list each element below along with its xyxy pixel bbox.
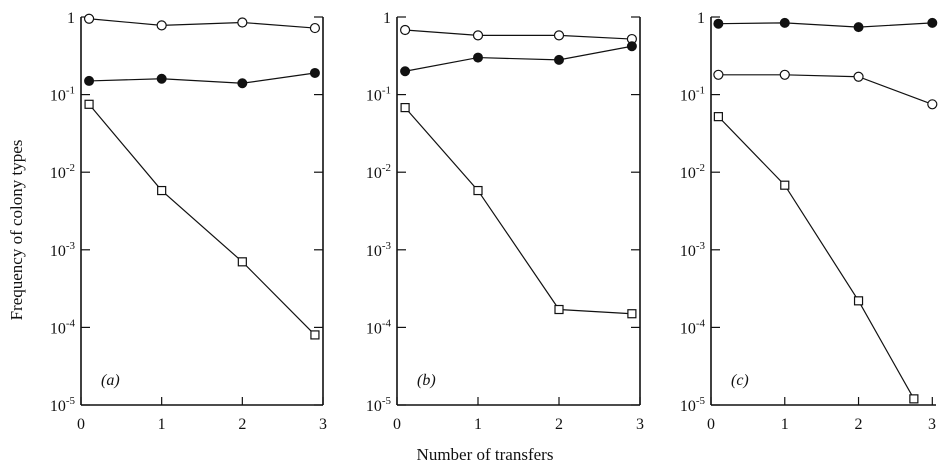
x-tick-label: 2: [238, 416, 246, 433]
data-point: [713, 112, 723, 122]
y-tick-label: 10-4: [680, 317, 706, 337]
series-line: [88, 103, 316, 336]
data-point: [473, 185, 483, 196]
y-tick-label: 10-5: [680, 395, 706, 415]
data-point: [156, 20, 167, 31]
data-point: [84, 99, 94, 109]
data-point: [473, 52, 483, 63]
y-tick-label: 10-1: [366, 85, 391, 105]
data-point: [713, 69, 724, 80]
y-tick-label: 1: [67, 10, 75, 27]
data-point: [400, 66, 411, 77]
series-line: [404, 107, 632, 315]
data-point: [237, 257, 247, 267]
data-point: [626, 41, 637, 52]
x-tick-label: 0: [77, 416, 85, 433]
x-tick-label: 0: [393, 416, 401, 433]
data-point: [156, 73, 167, 84]
data-point: [909, 394, 919, 404]
y-tick-label: 10-1: [680, 85, 705, 105]
y-axis-title: Frequency of colony types: [7, 140, 26, 321]
data-point: [237, 78, 248, 89]
series-open-square: [713, 112, 919, 404]
y-tick-label: 1: [383, 10, 391, 27]
panel-label: (a): [101, 372, 120, 389]
data-point: [853, 22, 864, 33]
series-open-square: [84, 99, 320, 340]
panel-b: 1 10-1 10-2 10-3 10-4 10-50 1 2 3 (b): [366, 10, 644, 433]
y-tick-label: 1: [697, 10, 705, 27]
y-tick-label: 10-2: [366, 162, 391, 182]
data-point: [927, 99, 938, 110]
data-point: [554, 54, 564, 65]
y-tick-label: 10-2: [50, 162, 75, 182]
y-tick-label: 10-4: [50, 317, 76, 337]
data-point: [779, 69, 790, 80]
data-point: [310, 330, 320, 340]
data-point: [853, 296, 864, 306]
y-tick-label: 10-3: [366, 240, 392, 260]
data-point: [237, 17, 248, 28]
x-tick-label: 3: [928, 416, 936, 433]
data-point: [157, 185, 167, 196]
series-open-circle: [83, 13, 321, 34]
series-line: [718, 22, 933, 28]
data-point: [472, 30, 484, 41]
series-open-square: [400, 102, 637, 319]
x-tick-label: 0: [707, 416, 715, 433]
series-line: [718, 74, 933, 105]
data-point: [780, 180, 790, 190]
data-point: [627, 309, 637, 319]
data-point: [554, 304, 564, 315]
panel-label: (b): [417, 372, 436, 389]
panels-group: 110-110-210-310-410-50 1 2 3(a)110-110-210-…: [50, 10, 938, 433]
y-tick-label: 10-3: [680, 240, 706, 260]
data-point: [400, 102, 410, 113]
panel-label: (c): [731, 372, 749, 389]
series-line: [89, 72, 316, 84]
series-open-circle: [713, 69, 938, 110]
x-tick-label: 1: [474, 416, 482, 433]
panel-a: 1 10-1 10-2 10-3 10-4 10-50 1 2 3 (a): [50, 10, 327, 433]
x-tick-label: 3: [319, 416, 327, 433]
y-tick-label: 10-5: [366, 395, 392, 415]
data-point: [84, 75, 95, 86]
data-point: [309, 22, 321, 34]
data-point: [83, 13, 95, 24]
series-line: [717, 116, 915, 400]
series-line: [404, 45, 633, 72]
series-filled-circle: [84, 67, 320, 89]
x-tick-label: 2: [855, 416, 863, 433]
x-tick-label: 1: [781, 416, 789, 433]
series-line: [89, 18, 315, 29]
data-point: [927, 17, 938, 28]
x-tick-label: 1: [158, 416, 166, 433]
y-tick-label: 10-1: [50, 85, 75, 105]
data-point: [713, 18, 724, 29]
data-point: [553, 30, 565, 41]
y-tick-label: 10-3: [50, 240, 76, 260]
x-tick-label: 3: [636, 416, 644, 433]
y-tick-label: 10-4: [366, 317, 392, 337]
data-point: [400, 24, 411, 36]
x-axis-title: Number of transfers: [417, 445, 554, 464]
series-filled-circle: [400, 41, 637, 77]
data-point: [309, 67, 320, 78]
y-tick-label: 10-5: [50, 395, 76, 415]
x-tick-label: 2: [555, 416, 563, 433]
series-filled-circle: [713, 17, 938, 33]
series-open-circle: [400, 24, 638, 45]
y-tick-label: 10-2: [680, 162, 705, 182]
data-point: [779, 17, 790, 28]
data-point: [853, 71, 864, 82]
series-line: [405, 29, 632, 40]
panel-c: 1 10-1 10-2 10-3 10-4 10-50 1 2 3 (c): [680, 10, 938, 433]
